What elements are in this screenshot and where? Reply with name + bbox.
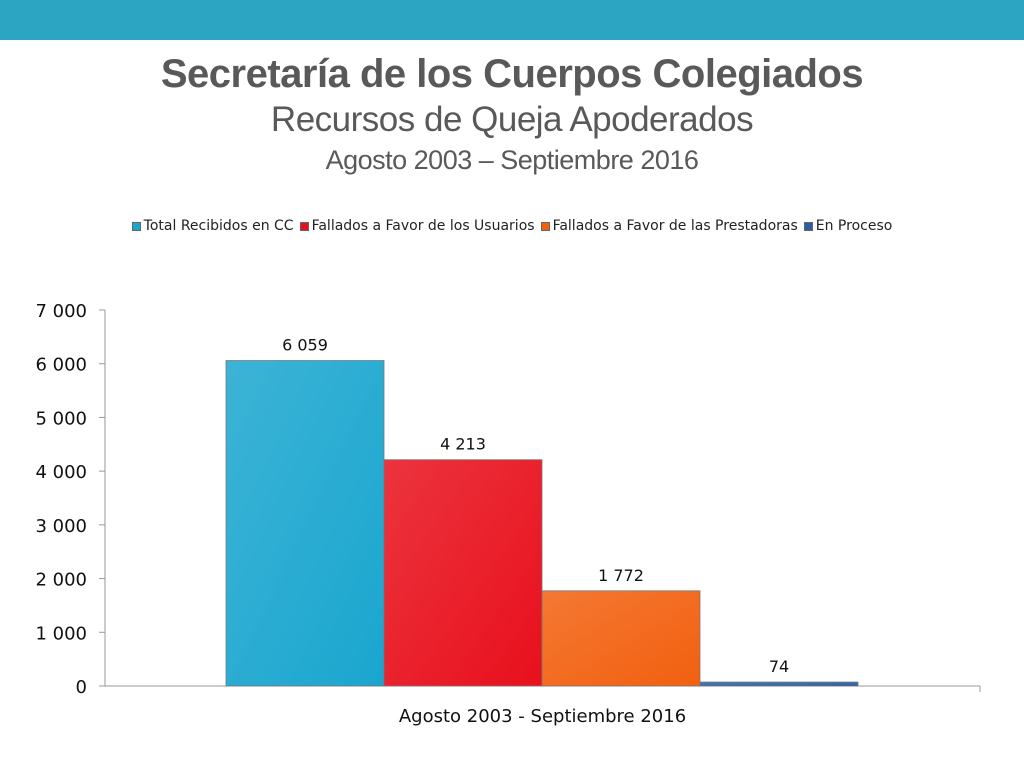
title-block: Secretaría de los Cuerpos Colegiados Rec… — [0, 50, 1024, 176]
y-tick-label: 0 — [76, 677, 87, 698]
legend-label: Fallados a Favor de los Usuarios — [311, 218, 535, 234]
bar-value-label: 1 772 — [598, 566, 644, 585]
legend-swatch — [540, 221, 550, 231]
bar-4 — [699, 681, 859, 687]
page-period: Agosto 2003 – Septiembre 2016 — [325, 145, 699, 175]
bar-value-label: 4 213 — [440, 435, 486, 454]
legend-swatch — [299, 221, 309, 231]
legend-label: En Proceso — [815, 218, 893, 234]
legend-item: En Proceso — [803, 218, 893, 234]
y-tick-label: 6 000 — [35, 355, 87, 376]
y-tick-label: 2 000 — [35, 570, 87, 591]
y-tick-label: 7 000 — [35, 301, 87, 322]
legend-label: Total Recibidos en CC — [143, 218, 294, 234]
x-category-label: Agosto 2003 - Septiembre 2016 — [399, 706, 686, 727]
top-band — [0, 0, 1024, 40]
legend-item: Fallados a Favor de los Usuarios — [299, 218, 535, 234]
bar-3 — [541, 590, 701, 687]
legend-swatch — [131, 221, 141, 231]
y-tick-label: 1 000 — [35, 623, 87, 644]
y-tick-label: 3 000 — [35, 516, 87, 537]
bar-value-label: 6 059 — [282, 336, 328, 355]
legend-item: Fallados a Favor de las Prestadoras — [540, 218, 798, 234]
page-subtitle: Recursos de Queja Apoderados — [270, 100, 754, 139]
y-tick-label: 4 000 — [35, 462, 87, 483]
page-title: Secretaría de los Cuerpos Colegiados — [160, 52, 864, 96]
legend-label: Fallados a Favor de las Prestadoras — [552, 218, 798, 234]
bar-1 — [225, 360, 385, 687]
bar-2 — [383, 459, 543, 687]
legend-swatch — [803, 221, 813, 231]
legend-item: Total Recibidos en CC — [131, 218, 294, 234]
y-tick-label: 5 000 — [35, 408, 87, 429]
bar-value-label: 74 — [769, 657, 789, 676]
chart-legend: Total Recibidos en CC Fallados a Favor de… — [0, 218, 1024, 234]
